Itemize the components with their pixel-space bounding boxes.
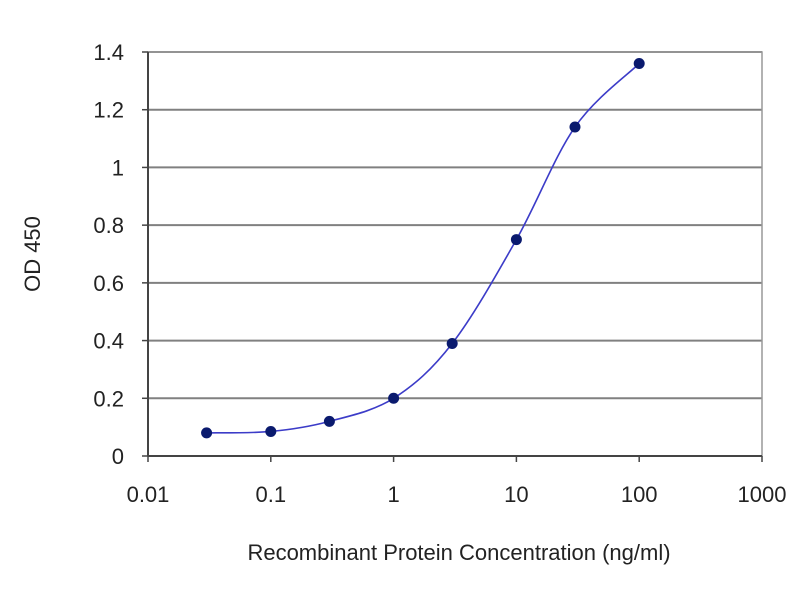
plot-area	[148, 52, 762, 456]
series-line	[206, 62, 640, 434]
data-point	[388, 392, 400, 404]
x-tick-label: 1	[387, 482, 399, 507]
y-tick-label: 1	[112, 155, 124, 180]
x-tick-label: 10	[504, 482, 528, 507]
data-point	[446, 337, 458, 349]
y-tick-label: 0.8	[93, 213, 124, 238]
x-tick-label: 0.1	[256, 482, 287, 507]
y-tick-label: 0.6	[93, 271, 124, 296]
data-point	[201, 427, 213, 439]
data-point	[323, 415, 335, 427]
y-axis-ticks: 0 0.2 0.4 0.6 0.8 1 1.2 1.4	[93, 40, 148, 469]
y-tick-label: 1.4	[93, 40, 124, 65]
x-axis-ticks: 0.01 0.1 1 10 100 1000	[127, 456, 787, 507]
data-point	[569, 121, 581, 133]
y-tick-label: 0.2	[93, 386, 124, 411]
x-tick-label: 100	[621, 482, 658, 507]
x-axis-title: Recombinant Protein Concentration (ng/ml…	[247, 540, 670, 565]
x-tick-label: 0.01	[127, 482, 170, 507]
data-point	[510, 234, 522, 246]
data-point	[265, 425, 277, 437]
y-axis-title: OD 450	[20, 216, 45, 292]
plot-frame	[147, 51, 763, 457]
series-group	[201, 58, 645, 439]
x-tick-label: 1000	[738, 482, 787, 507]
y-tick-label: 0	[112, 444, 124, 469]
y-tick-label: 1.2	[93, 98, 124, 123]
y-tick-label: 0.4	[93, 329, 124, 354]
data-point	[633, 58, 645, 70]
